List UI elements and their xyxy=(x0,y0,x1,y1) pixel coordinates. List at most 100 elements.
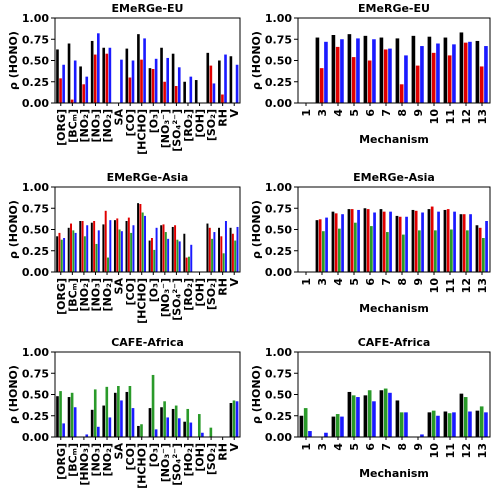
y-axis-label: ρ (HONO) xyxy=(7,200,20,259)
bar xyxy=(105,386,109,437)
bar xyxy=(405,216,408,272)
bar xyxy=(331,416,336,437)
x-tick-label: 1 xyxy=(300,109,313,117)
bar xyxy=(125,221,128,272)
bar xyxy=(102,224,105,272)
x-tick-label: 1 xyxy=(300,278,313,286)
bar xyxy=(81,221,84,272)
bar xyxy=(356,397,360,437)
bar xyxy=(144,215,146,272)
bar xyxy=(171,226,174,272)
bar xyxy=(140,424,143,437)
bar xyxy=(125,48,129,103)
bar xyxy=(79,221,82,272)
y-tick-label: 1.00 xyxy=(22,181,49,194)
bar xyxy=(197,414,201,437)
plot-frame xyxy=(54,186,241,273)
y-tick-label: 0.00 xyxy=(22,431,49,444)
y-axis-label: ρ (HONO) xyxy=(250,200,263,259)
x-tick-label: 5 xyxy=(348,109,361,117)
bar xyxy=(372,39,376,103)
bar xyxy=(194,80,198,103)
bar xyxy=(85,76,89,103)
y-tick-label: 0.50 xyxy=(265,55,292,68)
bar xyxy=(469,214,472,272)
bar xyxy=(484,412,488,437)
bar xyxy=(59,391,62,437)
y-tick-label: 0.75 xyxy=(22,367,49,380)
bar xyxy=(434,230,437,272)
y-tick-label: 1.00 xyxy=(265,346,292,359)
x-tick-label: 12 xyxy=(460,443,473,458)
x-tick-label: [SO₂] xyxy=(205,278,218,310)
bar xyxy=(67,43,71,103)
x-tick-label: 13 xyxy=(476,443,489,458)
bar xyxy=(436,43,440,103)
y-axis-label: ρ (HONO) xyxy=(7,365,20,424)
bar xyxy=(171,53,175,103)
bar xyxy=(479,406,484,437)
bar xyxy=(70,223,72,272)
x-tick-label: [NO₂] xyxy=(101,278,114,311)
x-tick-label: RH xyxy=(217,443,230,461)
bar xyxy=(363,35,368,103)
bar xyxy=(382,211,386,272)
bar xyxy=(357,209,360,272)
bar xyxy=(447,55,452,103)
bar xyxy=(178,241,181,272)
bar xyxy=(395,400,400,437)
bar xyxy=(399,412,404,437)
y-tick-label: 0.50 xyxy=(22,224,49,237)
x-tick-label: [HO₂] xyxy=(182,443,195,476)
bar xyxy=(140,59,143,103)
bar xyxy=(459,214,463,272)
bar xyxy=(97,230,100,272)
x-tick-label: [SO₂] xyxy=(205,443,218,475)
bar xyxy=(350,209,354,272)
bar xyxy=(415,65,420,103)
bar xyxy=(113,220,116,272)
x-tick-label: [NO₃⁻] xyxy=(159,443,172,482)
x-tick-label: [NO₂] xyxy=(101,443,114,476)
bar xyxy=(62,423,65,437)
bar xyxy=(59,78,62,103)
bar xyxy=(411,35,416,103)
x-tick-label: 13 xyxy=(476,109,489,124)
bar xyxy=(162,224,165,272)
bar xyxy=(102,47,106,103)
x-tick-label: 3 xyxy=(316,109,329,117)
bar xyxy=(153,249,156,272)
bar xyxy=(367,390,372,437)
bar xyxy=(82,84,85,103)
x-tick-label: [NO₃] xyxy=(89,278,102,311)
panel-title: EMeRGe-Asia xyxy=(353,171,435,184)
x-tick-label: 12 xyxy=(460,109,473,124)
bar xyxy=(160,225,163,272)
bar xyxy=(331,35,336,103)
y-tick-label: 0.50 xyxy=(22,55,49,68)
bar xyxy=(231,233,234,272)
bar xyxy=(209,65,213,103)
x-tick-label: [NO₃⁻] xyxy=(159,278,172,317)
bar xyxy=(155,227,158,272)
x-axis-label: Mechanism xyxy=(359,133,429,146)
x-tick-label: 5 xyxy=(348,443,361,451)
panel-title: EMeRGe-EU xyxy=(112,2,184,15)
bar xyxy=(325,217,328,272)
bar xyxy=(366,209,370,272)
bar xyxy=(73,407,77,437)
x-tick-label: [NO₃] xyxy=(89,109,102,142)
bar xyxy=(383,49,388,103)
bar xyxy=(206,223,209,272)
bar xyxy=(443,37,448,103)
bar xyxy=(443,411,448,437)
bar xyxy=(363,395,368,437)
bar xyxy=(174,405,178,437)
bar xyxy=(388,392,392,437)
plot-frame xyxy=(297,351,491,438)
y-tick-label: 1.00 xyxy=(22,12,49,25)
x-tick-label: [RO₂] xyxy=(182,109,195,142)
x-tick-label: V xyxy=(228,109,241,118)
bar xyxy=(475,410,480,437)
